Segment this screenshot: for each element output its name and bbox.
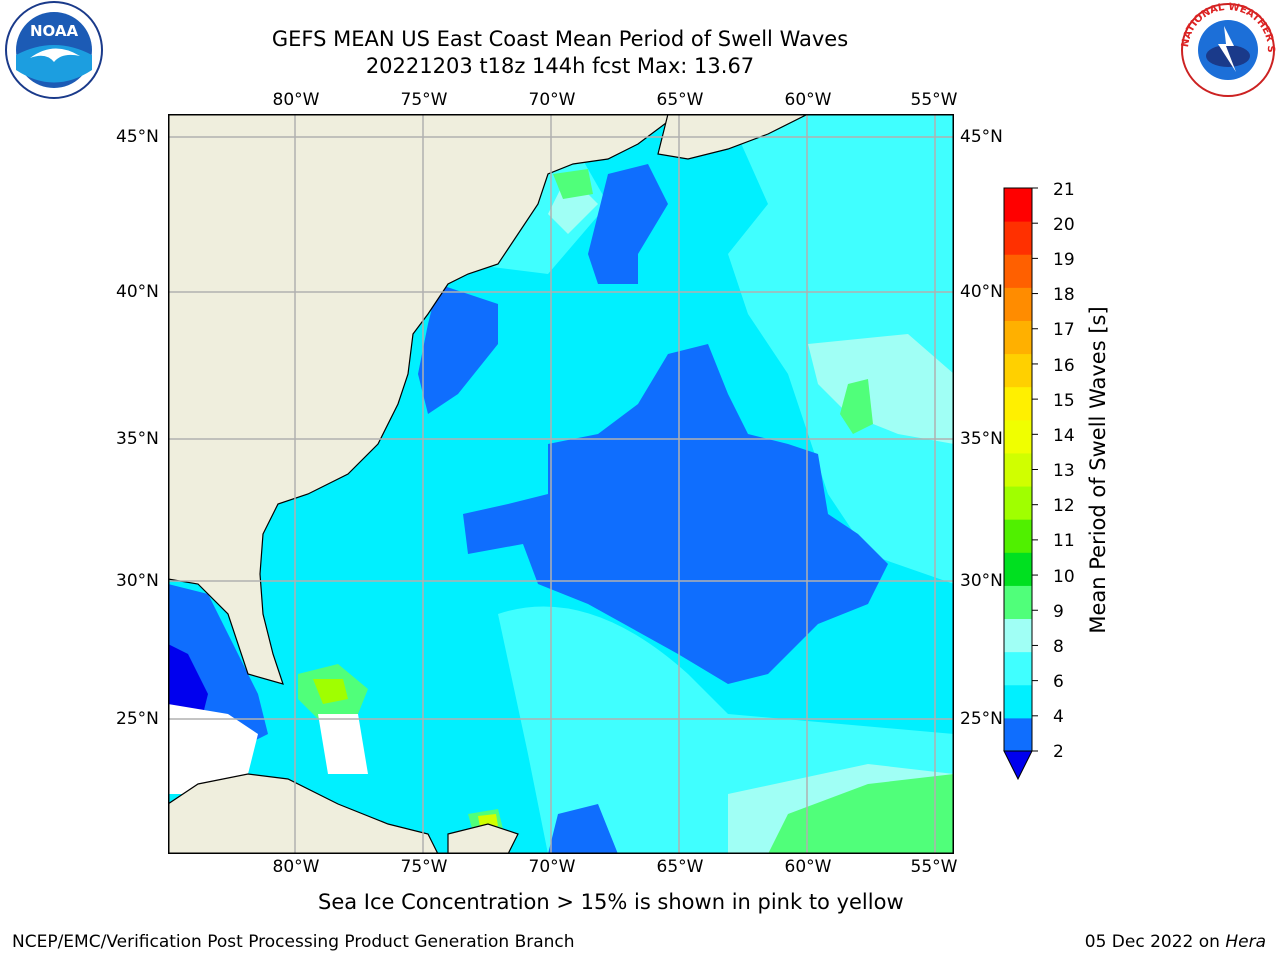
- colorbar-under-arrow: [1003, 750, 1033, 781]
- nws-logo: NATIONAL WEATHER SERVICE: [1172, 0, 1280, 104]
- lat-label-right: 25°N: [960, 709, 1003, 729]
- ocean-8-9: [808, 334, 954, 444]
- colorbar-tick-label: 13: [1053, 461, 1075, 481]
- noaa-logo: NOAA: [2, 0, 106, 104]
- lon-label-top: 55°W: [910, 90, 958, 110]
- chart-subtitle: 20221203 t18z 144h fcst Max: 13.67: [365, 54, 755, 78]
- lon-label-bottom: 75°W: [400, 857, 448, 877]
- swell-period-map: [168, 114, 954, 854]
- lat-label-right: 40°N: [960, 282, 1003, 302]
- colorbar-tick-label: 19: [1053, 250, 1075, 270]
- lon-label-bottom: 80°W: [272, 857, 320, 877]
- lat-label-right: 30°N: [960, 571, 1003, 591]
- colorbar-tick-label: 4: [1053, 707, 1064, 727]
- colorbar-swatch: [1004, 254, 1032, 288]
- ocean-10-12: [478, 814, 498, 827]
- colorbar-swatch: [1004, 320, 1032, 355]
- colorbar-tick-label: 11: [1053, 531, 1075, 551]
- colorbar-swatch: [1004, 519, 1032, 553]
- colorbar-swatch: [1004, 684, 1032, 719]
- lon-label-bottom: 60°W: [784, 857, 832, 877]
- lon-label-top: 65°W: [656, 90, 704, 110]
- colorbar-swatch: [1004, 188, 1032, 222]
- colorbar-swatch: [1004, 486, 1032, 520]
- land-cuba: [168, 773, 439, 854]
- colorbar-tick-label: 21: [1053, 180, 1075, 200]
- colorbar-swatch: [1004, 651, 1032, 686]
- colorbar-tick-label: 17: [1053, 320, 1075, 340]
- lon-label-top: 80°W: [272, 90, 320, 110]
- lat-label-left: 40°N: [116, 282, 159, 302]
- colorbar-tick-label: 6: [1053, 672, 1064, 692]
- colorbar-tick-label: 16: [1053, 356, 1075, 376]
- colorbar-swatch: [1004, 287, 1032, 321]
- colorbar: [1003, 187, 1038, 781]
- sea-ice-note: Sea Ice Concentration > 15% is shown in …: [318, 890, 904, 914]
- svg-text:NOAA: NOAA: [30, 22, 79, 40]
- colorbar-swatch: [1004, 618, 1032, 653]
- lat-label-left: 45°N: [116, 127, 159, 147]
- land-hispaniola: [447, 823, 519, 854]
- ocean-2-4: [548, 804, 618, 854]
- colorbar-tick-label: 10: [1053, 567, 1075, 587]
- lon-label-bottom: 55°W: [910, 857, 958, 877]
- colorbar-tick-label: 20: [1053, 215, 1075, 235]
- lon-label-top: 70°W: [528, 90, 576, 110]
- colorbar-tick-label: 9: [1053, 602, 1064, 622]
- colorbar-tick-label: 18: [1053, 285, 1075, 305]
- colorbar-tick-label: 14: [1053, 426, 1075, 446]
- ocean-9-10: [840, 379, 873, 434]
- date-stamp: 05 Dec 2022 on Hera: [1084, 932, 1266, 952]
- colorbar-tick-label: 8: [1053, 637, 1064, 657]
- credit-text: NCEP/EMC/Verification Post Processing Pr…: [12, 932, 575, 952]
- no-data-area: [168, 704, 258, 794]
- lat-label-right: 35°N: [960, 429, 1003, 449]
- colorbar-swatch: [1004, 386, 1032, 421]
- colorbar-swatch: [1004, 717, 1032, 752]
- chart-title: GEFS MEAN US East Coast Mean Period of S…: [271, 27, 849, 51]
- colorbar-swatch: [1004, 419, 1032, 454]
- colorbar-swatch: [1004, 552, 1032, 586]
- lat-label-left: 35°N: [116, 429, 159, 449]
- lon-label-bottom: 70°W: [528, 857, 576, 877]
- lon-label-top: 75°W: [400, 90, 448, 110]
- lat-label-left: 30°N: [116, 571, 159, 591]
- colorbar-swatch: [1004, 585, 1032, 620]
- lon-label-bottom: 65°W: [656, 857, 704, 877]
- ocean-2-4: [588, 164, 668, 284]
- colorbar-swatch: [1004, 353, 1032, 388]
- machine-name: Hera: [1225, 932, 1266, 952]
- ocean-10-12: [313, 679, 348, 704]
- lat-label-right: 45°N: [960, 127, 1003, 147]
- ocean-2-4: [463, 344, 888, 684]
- colorbar-swatch: [1004, 452, 1032, 487]
- colorbar-tick-label: 15: [1053, 391, 1075, 411]
- colorbar-title: Mean Period of Swell Waves [s]: [1086, 306, 1110, 634]
- ocean-9-10: [768, 774, 954, 854]
- lon-label-top: 60°W: [784, 90, 832, 110]
- colorbar-swatch: [1004, 221, 1032, 255]
- colorbar-tick-label: 12: [1053, 496, 1075, 516]
- colorbar-tick-label: 2: [1053, 742, 1064, 762]
- ocean-9-10: [553, 169, 593, 199]
- ocean-2-4: [418, 284, 498, 414]
- lat-label-left: 25°N: [116, 709, 159, 729]
- no-data-area: [318, 714, 368, 774]
- graticule: [168, 114, 954, 854]
